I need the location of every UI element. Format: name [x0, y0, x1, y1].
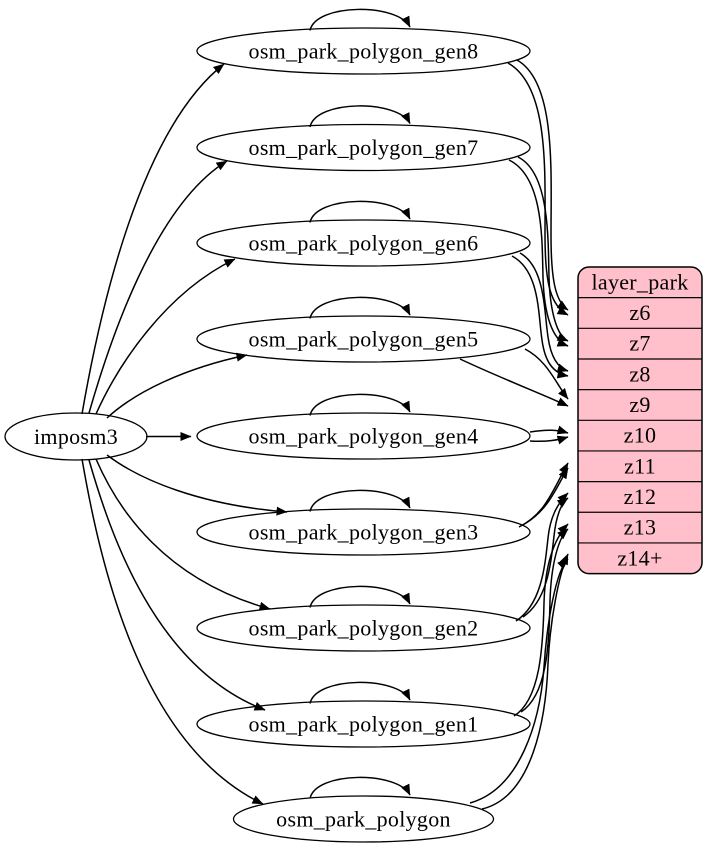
edge-osm_park_polygon_gen4-to-z10: [529, 425, 569, 435]
edge-osm_park_polygon_gen1-to-z13: [520, 528, 569, 713]
table-node-label: osm_park_polygon_gen8: [249, 39, 479, 64]
edges-group: [81, 8, 569, 810]
edge-imposm3-to-osm_park_polygon_gen6: [95, 258, 236, 415]
edge-osm_park_polygon_gen2-to-z12: [522, 497, 569, 618]
table-node-label: osm_park_polygon_gen4: [249, 424, 479, 449]
self-loop-osm_park_polygon: [309, 776, 411, 799]
layer-row-z8: z8: [629, 361, 650, 386]
table-node-osm_park_polygon_gen6: [196, 219, 531, 267]
edge-osm_park_polygon_gen5-to-z9: [524, 348, 569, 400]
self-loop-osm_park_polygon_gen3: [309, 489, 411, 512]
edge-osm_park_polygon_gen6-to-z8-2: [511, 255, 569, 379]
table-node-label: osm_park_polygon_gen1: [249, 712, 479, 737]
table-node-osm_park_polygon_gen2: [196, 604, 531, 652]
edge-osm_park_polygon-to-z14+: [469, 558, 569, 804]
edge-imposm3-to-osm_park_polygon: [81, 458, 264, 805]
table-nodes-group: imposm3 osm_park_polygon_gen8 osm_park_pol…: [4, 27, 531, 843]
edge-imposm3-to-osm_park_polygon_gen7: [88, 160, 228, 414]
self-loop-osm_park_polygon_gen7: [309, 105, 411, 128]
edge-imposm3-to-osm_park_polygon_gen8: [81, 63, 225, 415]
table-node-label: osm_park_polygon_gen2: [249, 616, 479, 641]
table-node-osm_park_polygon_gen3: [196, 508, 531, 556]
edge-osm_park_polygon_gen6-to-z8: [519, 252, 569, 373]
layer-title: layer_park: [591, 269, 688, 294]
edge-imposm3-to-osm_park_polygon_gen2: [95, 458, 271, 611]
self-loop-osm_park_polygon_gen1: [309, 681, 411, 704]
edge-osm_park_polygon_gen2-to-z12-2: [515, 492, 569, 622]
table-node-osm_park_polygon_gen1: [196, 700, 531, 748]
layer-row-z14+: z14+: [617, 545, 662, 570]
edge-imposm3-to-osm_park_polygon_gen3: [106, 454, 288, 516]
table-node-osm_park_polygon_gen5: [196, 315, 531, 363]
table-node-label: osm_park_polygon_gen5: [249, 327, 479, 352]
table-node-label: osm_park_polygon: [276, 807, 451, 832]
edge-osm_park_polygon_gen8-to-z6: [516, 59, 569, 311]
edge-imposm3-to-osm_park_polygon_gen5: [106, 352, 248, 419]
layer-row-z11: z11: [624, 453, 656, 478]
edge-osm_park_polygon_gen1-to-z13-2: [513, 523, 569, 717]
table-node-osm_park_polygon_gen7: [196, 123, 531, 172]
edge-osm_park_polygon_gen7-to-z7: [517, 156, 569, 342]
layer-row-z12: z12: [624, 484, 657, 509]
layer-park-table-group: layer_park z6 z7 z8 z9 z10 z11 z12 z13 z14+: [577, 266, 703, 575]
table-node-label: osm_park_polygon_gen7: [249, 135, 479, 160]
self-loop-osm_park_polygon_gen6: [309, 200, 411, 223]
edge-osm_park_polygon_gen8-to-z6-2: [507, 62, 569, 316]
layer-row-z6: z6: [629, 300, 650, 325]
table-node-osm_park_polygon_gen4: [196, 412, 531, 460]
self-loop-osm_park_polygon_gen4: [309, 393, 411, 416]
table-node-osm_park_polygon: [232, 795, 495, 843]
table-node-label: osm_park_polygon_gen3: [249, 520, 479, 545]
self-loop-osm_park_polygon_gen2: [309, 585, 411, 608]
self-loop-osm_park_polygon_gen5: [309, 296, 411, 319]
self-loop-osm_park_polygon_gen8: [309, 8, 411, 31]
layer-row-z7: z7: [629, 331, 650, 356]
edge-osm_park_polygon_gen5-to-z9-2: [459, 358, 569, 407]
table-node-osm_park_polygon_gen8: [196, 27, 531, 75]
edge-osm_park_polygon-to-z14+-2: [481, 553, 569, 810]
source-node-label: imposm3: [34, 424, 118, 449]
edge-osm_park_polygon_gen3-to-z11-2: [518, 462, 569, 528]
table-node-label: osm_park_polygon_gen6: [249, 231, 479, 256]
layer-row-z13: z13: [624, 515, 657, 540]
layer-row-z9: z9: [629, 392, 650, 417]
edge-osm_park_polygon_gen4-to-z10-2: [529, 435, 569, 445]
edge-osm_park_polygon_gen7-to-z7-2: [508, 159, 569, 347]
edge-imposm3-to-osm_park_polygon_gen1: [88, 459, 266, 711]
layer-row-z10: z10: [624, 423, 657, 448]
